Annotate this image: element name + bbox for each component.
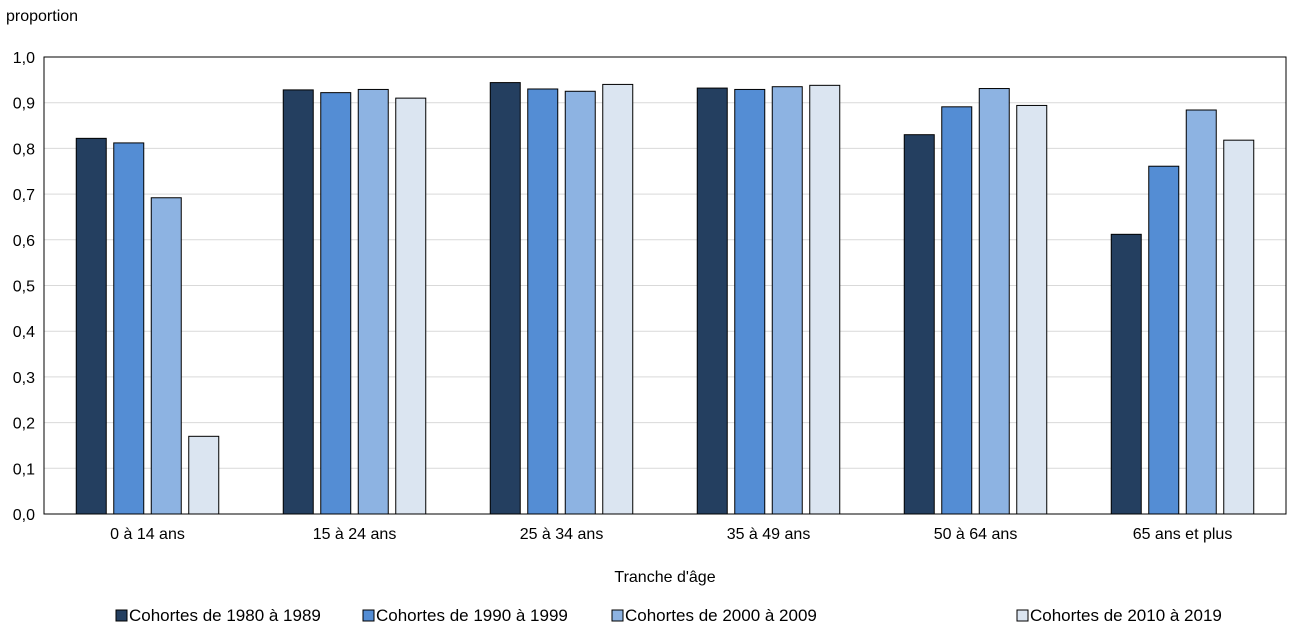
- bar: [489, 82, 521, 515]
- y-tick-label: 1,0: [13, 50, 35, 67]
- y-tick-labels: 0,0 0,1 0,2 0,3 0,4 0,5 0,6 0,7 0,8 0,9 1,0: [13, 50, 35, 524]
- bar: [771, 86, 803, 515]
- y-tick-label: 0,6: [13, 233, 35, 250]
- bars: [75, 82, 1255, 515]
- y-tick-label: 0,8: [13, 141, 35, 158]
- y-tick-label: 0,2: [13, 416, 35, 433]
- legend: Cohortes de 1980 à 1989 Cohortes de 1990 …: [115, 606, 1222, 625]
- bar: [75, 137, 107, 515]
- y-tick-label: 0,7: [13, 187, 35, 204]
- bar: [395, 97, 427, 515]
- bar: [564, 90, 596, 515]
- x-tick-label: 35 à 49 ans: [727, 526, 811, 543]
- legend-label: Cohortes de 2000 à 2009: [625, 606, 817, 625]
- bar: [602, 83, 634, 515]
- bar: [1185, 109, 1217, 515]
- bar: [903, 134, 935, 515]
- legend-swatch: [611, 609, 624, 622]
- x-tick-label: 65 ans et plus: [1133, 526, 1233, 543]
- legend-label: Cohortes de 1980 à 1989: [129, 606, 321, 625]
- y-axis-title: proportion: [6, 8, 78, 25]
- bar: [150, 197, 182, 515]
- y-tick-label: 0,1: [13, 461, 35, 478]
- bar: [978, 88, 1010, 515]
- bar: [320, 92, 352, 515]
- bar: [809, 84, 841, 515]
- legend-swatch: [1016, 609, 1029, 622]
- y-tick-label: 0,5: [13, 279, 35, 296]
- bar: [1223, 139, 1255, 515]
- x-tick-labels: 0 à 14 ans 15 à 24 ans 25 à 34 ans 35 à 49 …: [110, 526, 1232, 543]
- bar: [357, 88, 389, 515]
- bar: [527, 88, 559, 515]
- x-tick-label: 0 à 14 ans: [110, 526, 185, 543]
- legend-swatch: [362, 609, 375, 622]
- bar: [188, 435, 220, 515]
- y-tick-label: 0,3: [13, 370, 35, 387]
- bar: [1016, 104, 1048, 515]
- x-tick-label: 25 à 34 ans: [520, 526, 604, 543]
- plot-frame: [43, 56, 1287, 515]
- bar: [941, 106, 973, 515]
- y-tick-label: 0,0: [13, 507, 35, 524]
- bar: [1110, 233, 1142, 515]
- y-tick-label: 0,9: [13, 96, 35, 113]
- bar: [282, 89, 314, 515]
- bar: [113, 142, 145, 515]
- legend-label: Cohortes de 1990 à 1999: [376, 606, 568, 625]
- x-tick-label: 50 à 64 ans: [934, 526, 1018, 543]
- x-tick-label: 15 à 24 ans: [313, 526, 397, 543]
- gridlines: [44, 102, 1286, 469]
- bar: [1148, 165, 1180, 515]
- legend-label: Cohortes de 2010 à 2019: [1030, 606, 1222, 625]
- bar: [734, 88, 766, 515]
- x-axis-title: Tranche d'âge: [614, 569, 715, 586]
- bar: [696, 87, 728, 515]
- legend-swatch: [115, 609, 128, 622]
- y-tick-label: 0,4: [13, 324, 35, 341]
